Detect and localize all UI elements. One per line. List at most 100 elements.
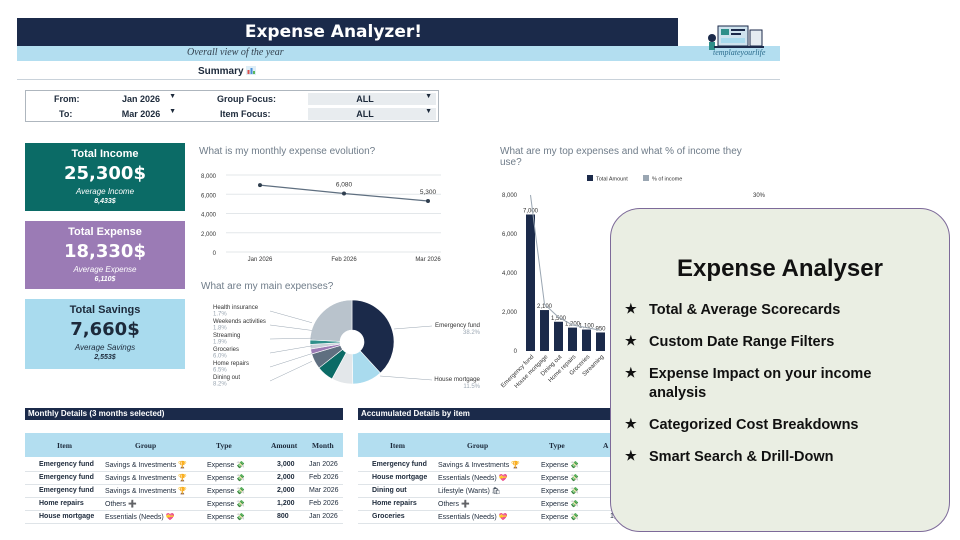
pie-leader-line bbox=[269, 337, 313, 340]
feature-text: Total & Average Scorecards bbox=[649, 302, 841, 318]
cell-type: Expense 💸 bbox=[541, 514, 579, 521]
monthly-details-header: Monthly Details (3 months selected) bbox=[25, 408, 343, 420]
cell-group: Savings & Investments 🏆 bbox=[105, 462, 187, 469]
col-group: Group bbox=[467, 441, 489, 450]
data-label: 1,500 bbox=[551, 316, 567, 322]
cell-type: Expense 💸 bbox=[541, 501, 579, 508]
data-label: 950 bbox=[595, 326, 606, 332]
cell-month: Jan 2026 bbox=[309, 513, 338, 520]
group-focus-label: Group Focus: bbox=[217, 94, 276, 104]
cell-type: Expense 💸 bbox=[207, 488, 245, 495]
table-row[interactable]: Home repairs Others ➕ Expense 💸 bbox=[358, 498, 618, 511]
data-label: 2,100 bbox=[537, 304, 553, 310]
chevron-down-icon: ▼ bbox=[169, 93, 176, 100]
pie-label: House mortgage bbox=[434, 376, 480, 383]
from-value: Jan 2026 bbox=[121, 94, 161, 104]
cell-type: Expense 💸 bbox=[207, 475, 245, 482]
feature-overlay-panel: Expense Analyser ★ Total & Average Scorec… bbox=[610, 208, 950, 532]
table-row[interactable]: Emergency fund Savings & Investments 🏆 Exp… bbox=[25, 472, 343, 485]
page-subtitle: Overall view of the year bbox=[187, 47, 284, 58]
savings-avg-label: Average Savings bbox=[74, 343, 136, 352]
table-row[interactable]: Home repairs Others ➕ Expense 💸 1,200 Feb 20… bbox=[25, 498, 343, 511]
table-header-row: Item Group Type A bbox=[358, 433, 618, 457]
y-tick-label: 0 bbox=[213, 251, 217, 257]
feature-text: Smart Search & Drill-Down bbox=[649, 449, 834, 465]
income-avg-label: Average Income bbox=[75, 187, 135, 196]
col-type: Type bbox=[549, 441, 565, 450]
star-icon: ★ bbox=[625, 416, 637, 431]
cell-group: Savings & Investments 🏆 bbox=[105, 475, 187, 482]
cell-type: Expense 💸 bbox=[207, 501, 245, 508]
y-tick-label: 4,000 bbox=[502, 271, 518, 277]
feature-item: ★ Expense Impact on your income analysis bbox=[625, 365, 925, 403]
pie-pct-label: 1.8% bbox=[213, 326, 227, 332]
data-point bbox=[342, 191, 346, 196]
cell-type: Expense 💸 bbox=[207, 462, 245, 469]
bar bbox=[596, 332, 605, 351]
summary-divider bbox=[17, 79, 780, 80]
x-tick-label: Jan 2026 bbox=[248, 257, 273, 263]
pie-leader-line bbox=[269, 345, 313, 354]
y2-tick-label: 30% bbox=[753, 193, 766, 199]
y-tick-label: 4,000 bbox=[201, 213, 217, 219]
line-chart: 8,000 6,000 4,000 2,000 0 Jan 2026 6,080 Feb 20… bbox=[201, 174, 441, 263]
table-row[interactable]: Dining out Lifestyle (Wants) 🛍 Expense 💸 bbox=[358, 485, 618, 498]
pie-leader-line bbox=[269, 361, 313, 382]
y-tick-label: 2,000 bbox=[502, 310, 518, 316]
group-focus-select[interactable]: ALL ▼ bbox=[308, 93, 436, 105]
total-expense-card: Total Expense 18,330$ Average Expense 6,… bbox=[25, 221, 185, 289]
total-income-card: Total Income 25,300$ Average Income 8,43… bbox=[25, 143, 185, 211]
table-row[interactable]: House mortgage Essentials (Needs) 💝 Expens… bbox=[358, 472, 618, 485]
cell-amount: 2,000 bbox=[277, 487, 295, 494]
bar bbox=[554, 321, 563, 351]
monthly-details-table: Item Group Type Amount Month Emergency f… bbox=[25, 433, 343, 529]
bar-chart: Total Amount % of income 8,000 6,000 4,000 2,… bbox=[500, 175, 766, 390]
to-label: To: bbox=[59, 109, 73, 119]
total-savings-card: Total Savings 7,660$ Average Savings 2,5… bbox=[25, 299, 185, 369]
star-icon: ★ bbox=[625, 333, 637, 348]
pie-label: Groceries bbox=[213, 347, 239, 353]
chevron-down-icon: ▼ bbox=[425, 93, 432, 100]
expense-avg-value: 6,110$ bbox=[94, 276, 116, 283]
pie-chart-title: What are my main expenses? bbox=[201, 281, 334, 292]
cell-item: House mortgage bbox=[39, 513, 95, 520]
from-select[interactable]: Jan 2026 ▼ bbox=[116, 93, 180, 105]
to-select[interactable]: Mar 2026 ▼ bbox=[116, 108, 180, 120]
to-value: Mar 2026 bbox=[121, 109, 161, 119]
bar-chart-icon bbox=[246, 66, 257, 75]
cell-type: Expense 💸 bbox=[541, 462, 579, 469]
bar-chart-title: What are my top expenses and what % of i… bbox=[500, 146, 742, 168]
y-tick-label: 8,000 bbox=[201, 174, 217, 180]
item-focus-select[interactable]: ALL ▼ bbox=[308, 108, 436, 120]
filter-panel: From: Jan 2026 ▼ To: Mar 2026 ▼ Group Fo… bbox=[25, 90, 439, 122]
col-group: Group bbox=[135, 441, 157, 450]
table-row[interactable]: House mortgage Essentials (Needs) 💝 Expens… bbox=[25, 511, 343, 524]
pie-pct-label: 1.7% bbox=[213, 312, 227, 318]
feature-text: Expense Impact on your income analysis bbox=[649, 366, 872, 401]
data-label: 1,100 bbox=[579, 324, 595, 330]
col-month: Month bbox=[312, 441, 334, 450]
pie-label: Dining out bbox=[213, 375, 240, 381]
cell-type: Expense 💸 bbox=[541, 488, 579, 495]
logo-text: templateyourlife bbox=[713, 48, 766, 57]
pie-label: Streaming bbox=[213, 333, 240, 339]
cell-group: Essentials (Needs) 💝 bbox=[105, 514, 175, 521]
summary-text: Summary bbox=[198, 66, 244, 77]
cell-group: Essentials (Needs) 💝 bbox=[438, 514, 508, 521]
feature-item: ★ Categorized Cost Breakdowns bbox=[625, 416, 925, 435]
bar bbox=[540, 310, 549, 351]
table-row[interactable]: Emergency fund Savings & Investments 🏆 Exp… bbox=[358, 459, 618, 472]
y-tick-label: 2,000 bbox=[201, 232, 217, 238]
data-label: 7,000 bbox=[523, 209, 539, 215]
y-tick-label: 0 bbox=[514, 349, 518, 355]
income-title: Total Income bbox=[71, 148, 139, 160]
table-row[interactable]: Emergency fund Savings & Investments 🏆 Exp… bbox=[25, 459, 343, 472]
x-tick-label: Feb 2026 bbox=[331, 257, 357, 263]
item-focus-value: ALL bbox=[356, 109, 374, 119]
income-value: 25,300$ bbox=[64, 163, 146, 184]
feature-text: Custom Date Range Filters bbox=[649, 334, 835, 350]
pie-pct-label: 1.9% bbox=[213, 340, 227, 346]
col-type: Type bbox=[216, 441, 232, 450]
table-row[interactable]: Emergency fund Savings & Investments 🏆 Exp… bbox=[25, 485, 343, 498]
